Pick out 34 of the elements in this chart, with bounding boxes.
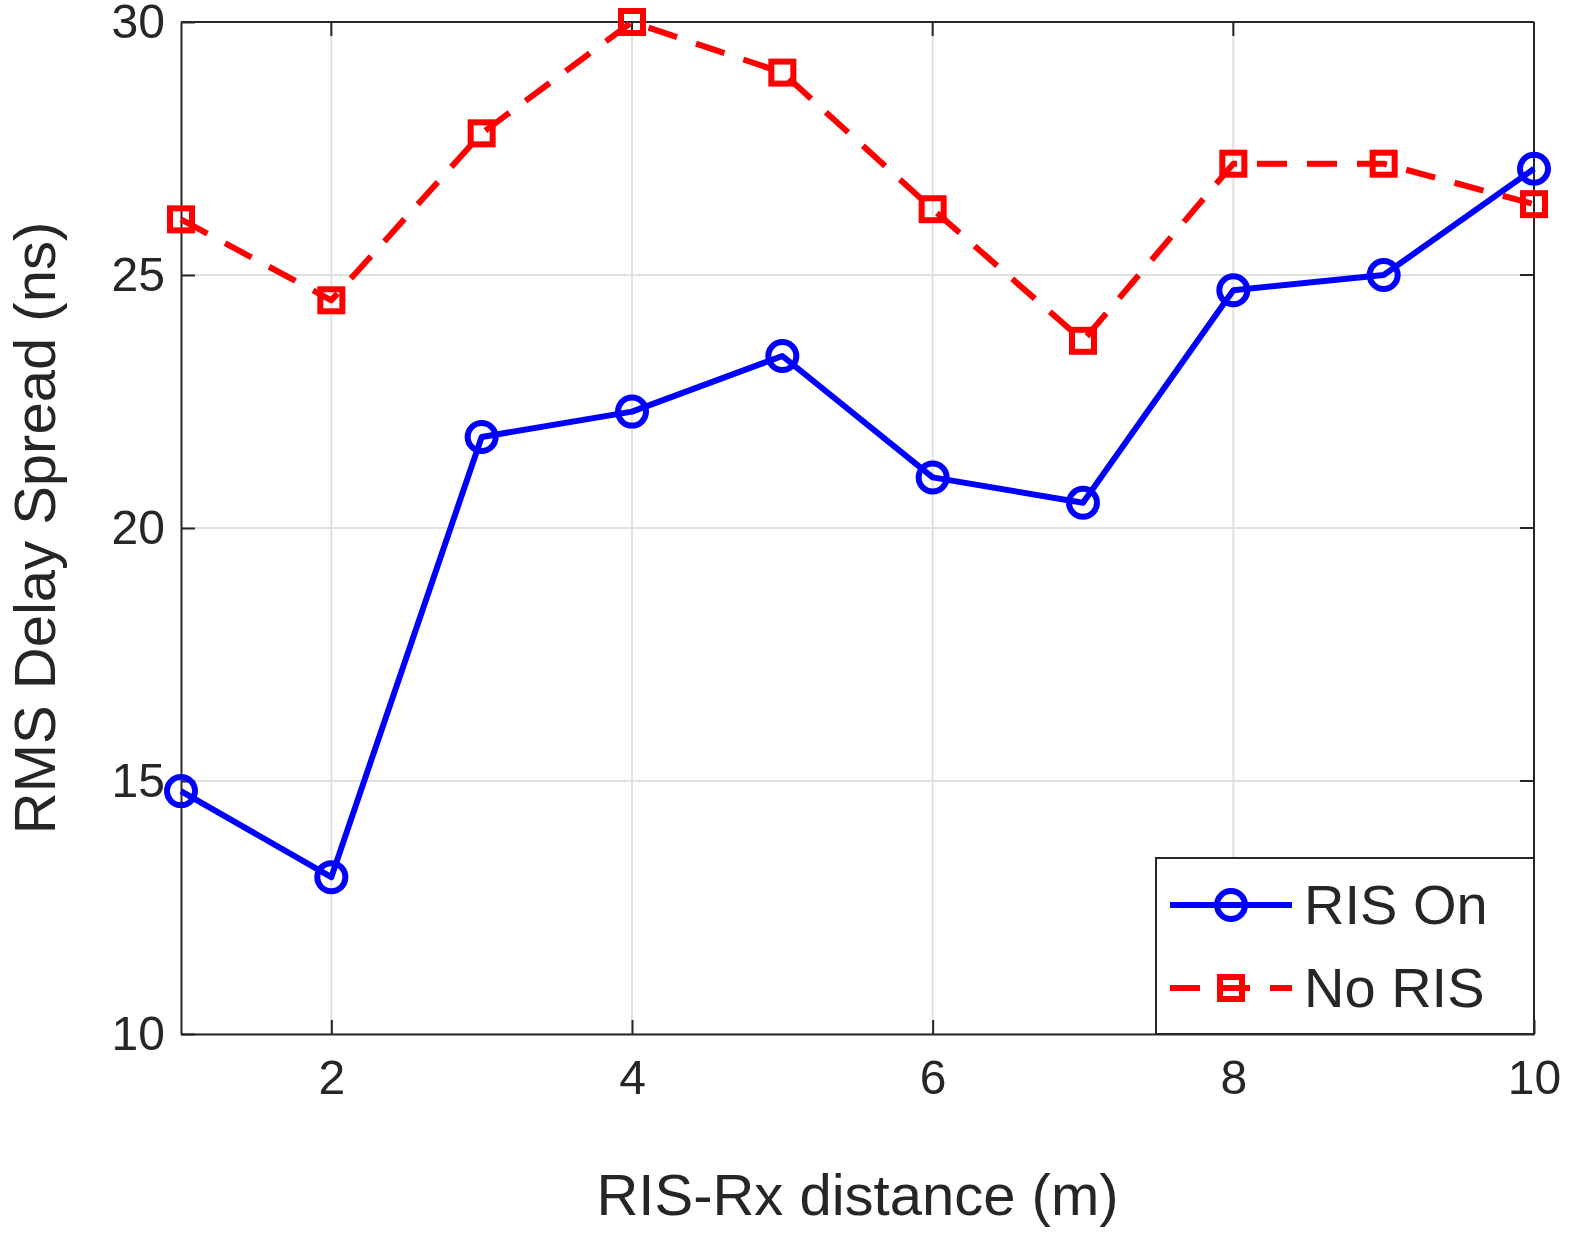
point [1216,273,1251,308]
point [1369,149,1398,178]
point [1517,151,1551,186]
point [1069,326,1097,355]
point [618,8,646,36]
legend-label: No RIS [1304,956,1485,1019]
point [765,338,800,373]
point [467,119,496,148]
x-tick-label: 2 [318,1051,346,1105]
point [1066,485,1100,520]
point [1219,149,1248,178]
x-tick-label: 8 [1220,1051,1248,1105]
point [1520,190,1548,219]
point [317,286,346,315]
y-tick-label: 30 [111,0,165,48]
point [167,205,195,234]
x-tick-label: 6 [919,1051,947,1105]
point [768,58,797,87]
point [164,774,198,809]
point [464,419,499,454]
y-axis-title: RMS Delay Spread (ns) [2,221,67,835]
legend-label: RIS On [1304,873,1488,936]
x-tick-label: 10 [1507,1051,1562,1105]
point [915,460,950,495]
point [615,394,649,429]
y-tick-label: 15 [111,753,165,807]
point [314,860,349,895]
y-tick-label: 25 [111,247,165,301]
x-tick-label: 4 [619,1051,646,1105]
y-tick-label: 20 [111,500,165,554]
x-axis-title: RIS-Rx distance (m) [596,1162,1119,1227]
y-tick-label: 10 [111,1006,165,1060]
point [918,195,947,224]
point [1366,258,1401,292]
